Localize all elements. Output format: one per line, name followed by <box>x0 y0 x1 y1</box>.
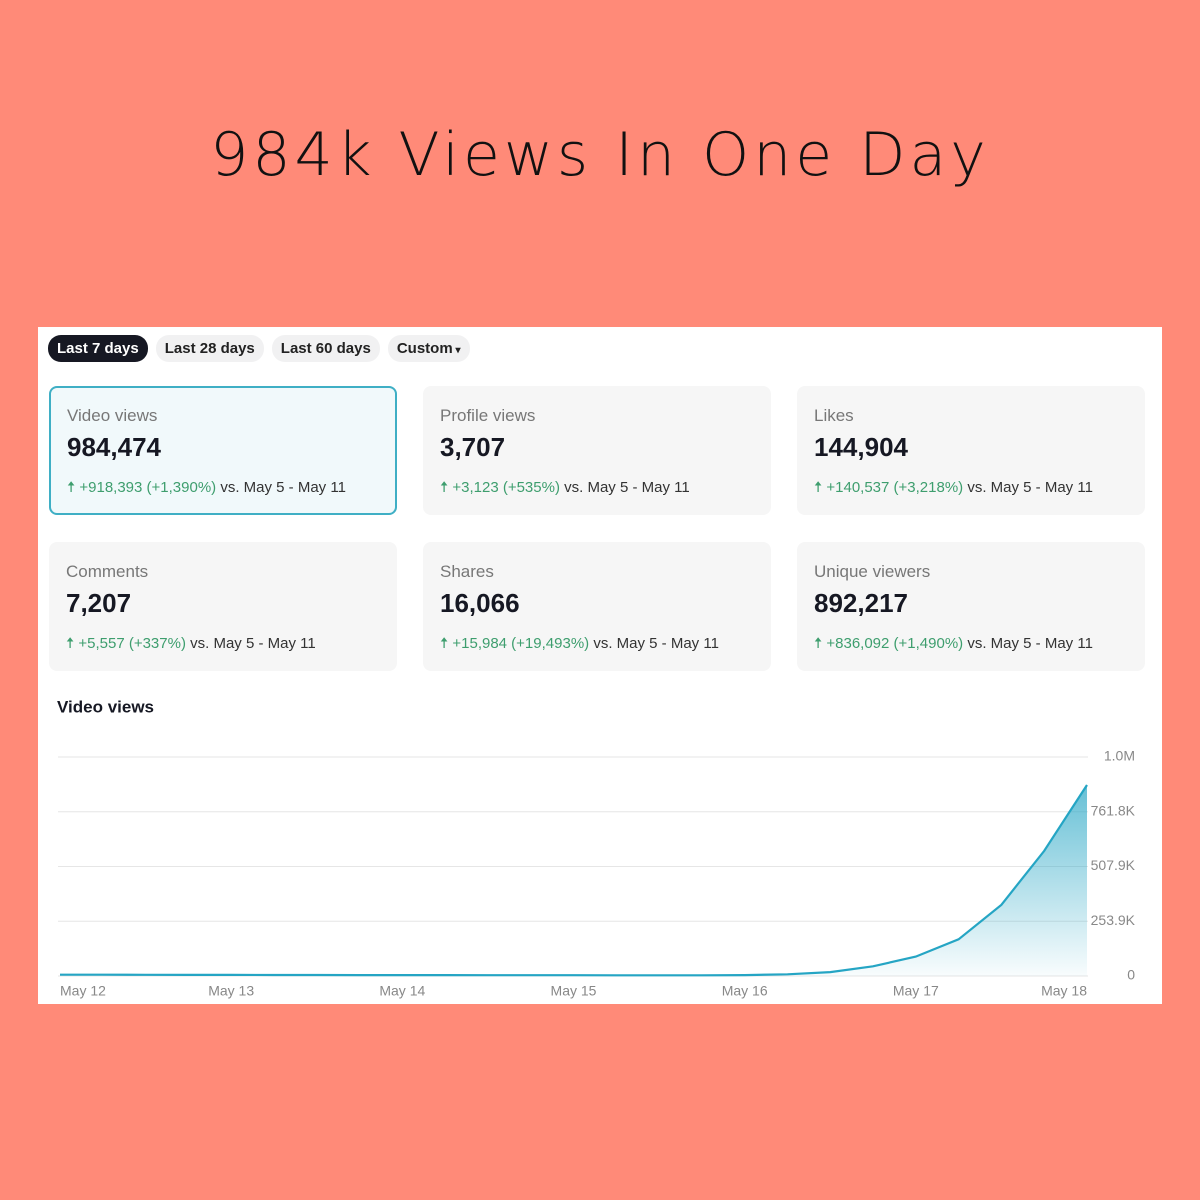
metric-card[interactable]: Comments 7,207 🠅 +5,557 (+337%) vs. May 5 … <box>49 542 397 671</box>
chart-title: Video views <box>57 697 154 716</box>
y-tick-label: 253.9K <box>1091 912 1136 928</box>
metric-change: 🠅 +3,123 (+535%) vs. May 5 - May 11 <box>440 477 754 502</box>
y-tick-label: 1.0M <box>1104 748 1135 764</box>
metric-change: 🠅 +140,537 (+3,218%) vs. May 5 - May 11 <box>814 477 1128 502</box>
metric-change: 🠅 +918,393 (+1,390%) vs. May 5 - May 11 <box>67 477 379 502</box>
compare-range: vs. May 5 - May 11 <box>190 635 316 652</box>
change-value: +918,393 (+1,390%) <box>79 479 217 496</box>
x-tick-label: May 18 <box>1041 983 1087 999</box>
up-arrow: 🠅 <box>814 635 827 652</box>
metric-value: 892,217 <box>814 588 908 618</box>
metric-card[interactable]: Profile views 3,707 🠅 +3,123 (+535%) vs. M… <box>423 386 771 515</box>
up-arrow: 🠅 <box>440 479 453 496</box>
y-tick-label: 507.9K <box>1091 857 1136 873</box>
range-tabs: Last 7 days Last 28 days Last 60 days Custo… <box>48 335 470 362</box>
change-value: +5,557 (+337%) <box>78 635 186 652</box>
y-tick-label: 761.8K <box>1091 802 1136 818</box>
change-value: +3,123 (+535%) <box>452 479 560 496</box>
metric-value: 3,707 <box>440 432 506 462</box>
metric-card[interactable]: Shares 16,066 🠅 +15,984 (+19,493%) vs. May… <box>423 542 771 671</box>
analytics-panel: Last 7 days Last 28 days Last 60 days Custo… <box>38 327 1162 1004</box>
range-tab[interactable]: Last 28 days <box>155 335 264 362</box>
up-arrow: 🠅 <box>66 635 79 652</box>
metric-value: 144,904 <box>814 432 908 462</box>
metric-label: Video views <box>67 406 158 425</box>
metric-label: Likes <box>814 406 854 425</box>
x-tick-label: May 17 <box>893 983 939 999</box>
y-tick-label: 0 <box>1127 967 1135 983</box>
metric-label: Comments <box>66 562 149 581</box>
metric-value: 984,474 <box>67 432 161 462</box>
x-tick-label: May 14 <box>379 983 425 999</box>
metric-change: 🠅 +5,557 (+337%) vs. May 5 - May 11 <box>66 633 380 658</box>
x-tick-label: May 15 <box>551 983 597 999</box>
metric-card[interactable]: Video views 984,474 🠅 +918,393 (+1,390%) v… <box>49 386 397 515</box>
page-title: 984k Views In One Day <box>210 120 990 190</box>
metric-card[interactable]: Likes 144,904 🠅 +140,537 (+3,218%) vs. May… <box>797 386 1145 515</box>
metric-label: Profile views <box>440 406 536 425</box>
compare-range: vs. May 5 - May 11 <box>967 635 1093 652</box>
metric-value: 7,207 <box>66 588 132 618</box>
metric-label: Unique viewers <box>814 562 931 581</box>
range-tab[interactable]: Last 7 days <box>48 335 148 362</box>
x-tick-label: May 13 <box>208 983 254 999</box>
metric-value: 16,066 <box>440 588 520 618</box>
metric-change: 🠅 +15,984 (+19,493%) vs. May 5 - May 11 <box>440 633 754 658</box>
x-tick-label: May 12 <box>60 983 106 999</box>
line <box>60 784 1088 977</box>
up-arrow: 🠅 <box>67 479 80 496</box>
compare-range: vs. May 5 - May 11 <box>593 635 719 652</box>
change-value: +15,984 (+19,493%) <box>452 635 590 652</box>
up-arrow: 🠅 <box>814 479 827 496</box>
change-value: +140,537 (+3,218%) <box>826 479 964 496</box>
up-arrow: 🠅 <box>440 635 453 652</box>
compare-range: vs. May 5 - May 11 <box>564 479 690 496</box>
metric-change: 🠅 +836,092 (+1,490%) vs. May 5 - May 11 <box>814 633 1128 658</box>
range-tab[interactable]: Custom ▾ <box>387 335 470 362</box>
area <box>60 785 1087 976</box>
compare-range: vs. May 5 - May 11 <box>967 479 1093 496</box>
compare-range: vs. May 5 - May 11 <box>220 479 346 496</box>
range-tab[interactable]: Last 60 days <box>271 335 380 362</box>
metric-label: Shares <box>440 562 494 581</box>
change-value: +836,092 (+1,490%) <box>826 635 964 652</box>
metric-card[interactable]: Unique viewers 892,217 🠅 +836,092 (+1,490%… <box>797 542 1145 671</box>
x-tick-label: May 16 <box>722 983 768 999</box>
